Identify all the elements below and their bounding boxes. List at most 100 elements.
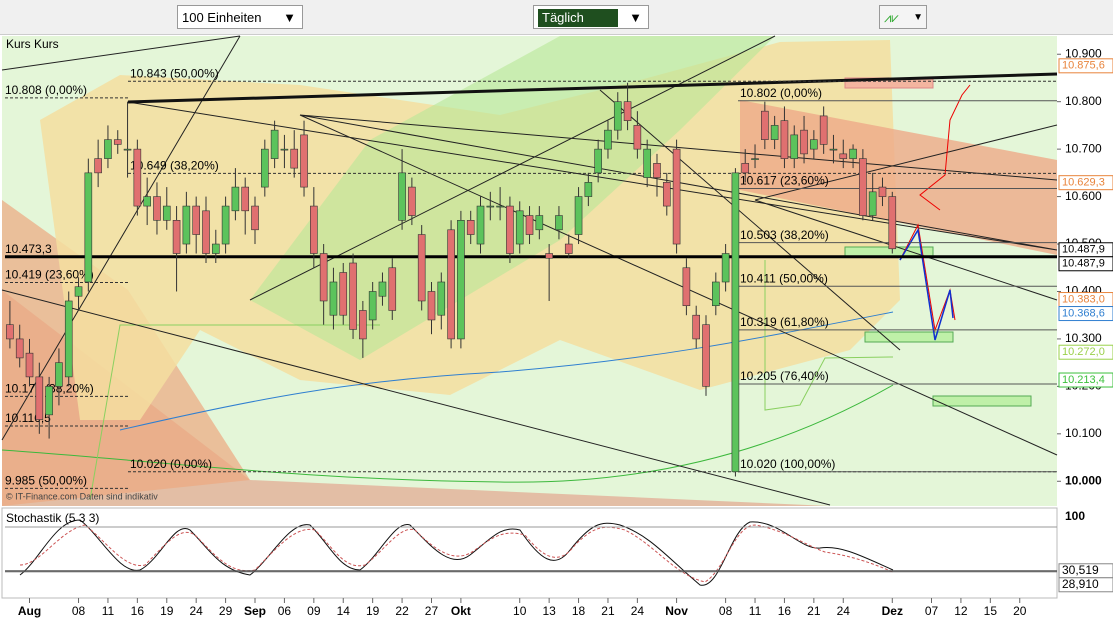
stoch-title: Stochastik (5 3 3) [6, 511, 99, 525]
price-tag [1058, 306, 1113, 322]
level-label: 10.808 (0,00%) [5, 83, 87, 97]
units-select[interactable]: 100 Einheiten ▼ [177, 5, 303, 29]
candle-body [231, 186, 240, 212]
x-tick-label: 19 [160, 604, 174, 618]
candle-body [888, 196, 897, 250]
level-label: 10.020 (0,00%) [130, 457, 212, 471]
ma-100 [119, 311, 894, 431]
chart-type-button[interactable]: ⩘⩗ ▼ [879, 5, 927, 29]
candle-body [662, 182, 671, 207]
x-tick-label: 20 [1013, 604, 1027, 618]
y-tick-label: 10.100 [1065, 426, 1102, 440]
price-tag-label: 10.213,4 [1062, 374, 1105, 386]
indicator-line [89, 324, 380, 501]
chart-title: Kurs Kurs [6, 37, 59, 51]
x-tick-label: Aug [18, 604, 41, 618]
candle-body [15, 338, 24, 359]
candle-body [388, 267, 397, 311]
candle-body [878, 186, 887, 197]
x-tick-label: 24 [837, 604, 851, 618]
x-tick-label: 27 [425, 604, 439, 618]
candle-body [270, 129, 279, 159]
level-label: 10.419 (23,60%) [5, 268, 94, 282]
candle-body [555, 215, 563, 231]
stoch-tick-label: 100 [1065, 509, 1085, 523]
candle-body [819, 115, 828, 145]
candle-body [466, 220, 475, 235]
candle-body [849, 148, 857, 159]
units-text: 100 Einheiten [182, 10, 262, 25]
candle-body [172, 220, 181, 254]
candle-body [241, 186, 250, 212]
price-tag [1058, 58, 1113, 74]
candle-body [280, 148, 289, 151]
candle-body [45, 386, 53, 416]
y-tick-label: 10.600 [1065, 189, 1102, 203]
x-tick-label: 14 [337, 604, 351, 618]
stoch-d [19, 524, 894, 583]
candle-body [447, 229, 455, 340]
candle-body [202, 210, 210, 254]
candle-body [868, 191, 877, 216]
price-tag [1058, 175, 1113, 191]
x-tick-label: Nov [665, 604, 688, 618]
candle-body [55, 362, 63, 387]
candle-body [712, 281, 720, 307]
channel [740, 100, 1057, 255]
candle-body [133, 148, 142, 207]
candle-body [780, 120, 789, 159]
price-tag-label: 10.383,0 [1062, 293, 1105, 305]
candle-body [261, 148, 269, 188]
candle-body [829, 148, 838, 151]
candle-body [6, 324, 14, 340]
candle-body [800, 129, 808, 155]
candle-body [584, 182, 593, 197]
candle-body [721, 253, 730, 283]
candle-body [790, 134, 799, 159]
candle-body [123, 148, 132, 151]
x-tick-label: 11 [749, 604, 762, 618]
x-tick-label: Sep [244, 604, 266, 618]
price-tag-label: 10.875,6 [1062, 60, 1105, 72]
toolbar: 100 Einheiten ▼ Täglich ▼ ⩘⩗ ▼ [0, 0, 1113, 35]
y-tick-label: 10.700 [1065, 141, 1102, 155]
candle-body [525, 215, 534, 235]
candle-body [84, 172, 93, 283]
candle-body [437, 281, 446, 316]
x-tick-label: 24 [631, 604, 645, 618]
candle-body [251, 205, 259, 231]
candle-body [290, 148, 299, 169]
x-tick-label: 19 [366, 604, 380, 618]
x-tick-label: 12 [954, 604, 968, 618]
candle-body [545, 253, 553, 259]
stoch-tag [1058, 577, 1113, 593]
candle-body [682, 267, 691, 307]
candle-body [623, 101, 632, 121]
stoch-tag-label: 30,519 [1062, 563, 1099, 577]
interval-text: Täglich [538, 9, 618, 27]
price-tag-label: 10.629,3 [1062, 177, 1105, 189]
level-label: 10.503 (38,20%) [740, 228, 829, 242]
candle-body [25, 352, 34, 378]
price-tag-label: 10.487,9 [1062, 258, 1105, 270]
arrow: ▼ [283, 10, 296, 25]
price-tag-label: 10.487,9 [1062, 244, 1105, 256]
candle-body [741, 163, 750, 174]
candle-body [211, 243, 220, 254]
x-tick-label: 09 [307, 604, 321, 618]
x-tick-label: 11 [102, 604, 115, 618]
candle-body [564, 243, 573, 254]
candle-body [653, 163, 661, 178]
x-tick-label: 07 [925, 604, 939, 618]
candle-body [349, 262, 357, 330]
level-label: 9.985 (50,00%) [5, 474, 87, 488]
candle-body [427, 291, 436, 321]
interval-select[interactable]: Täglich ▼ [533, 5, 649, 29]
y-tick-label: 10.800 [1065, 94, 1102, 108]
x-tick-label: 29 [219, 604, 233, 618]
candle-body [319, 253, 328, 302]
zone [250, 36, 775, 360]
candle-body [417, 234, 426, 302]
price-tag [1058, 256, 1113, 272]
candle-body [408, 186, 416, 216]
